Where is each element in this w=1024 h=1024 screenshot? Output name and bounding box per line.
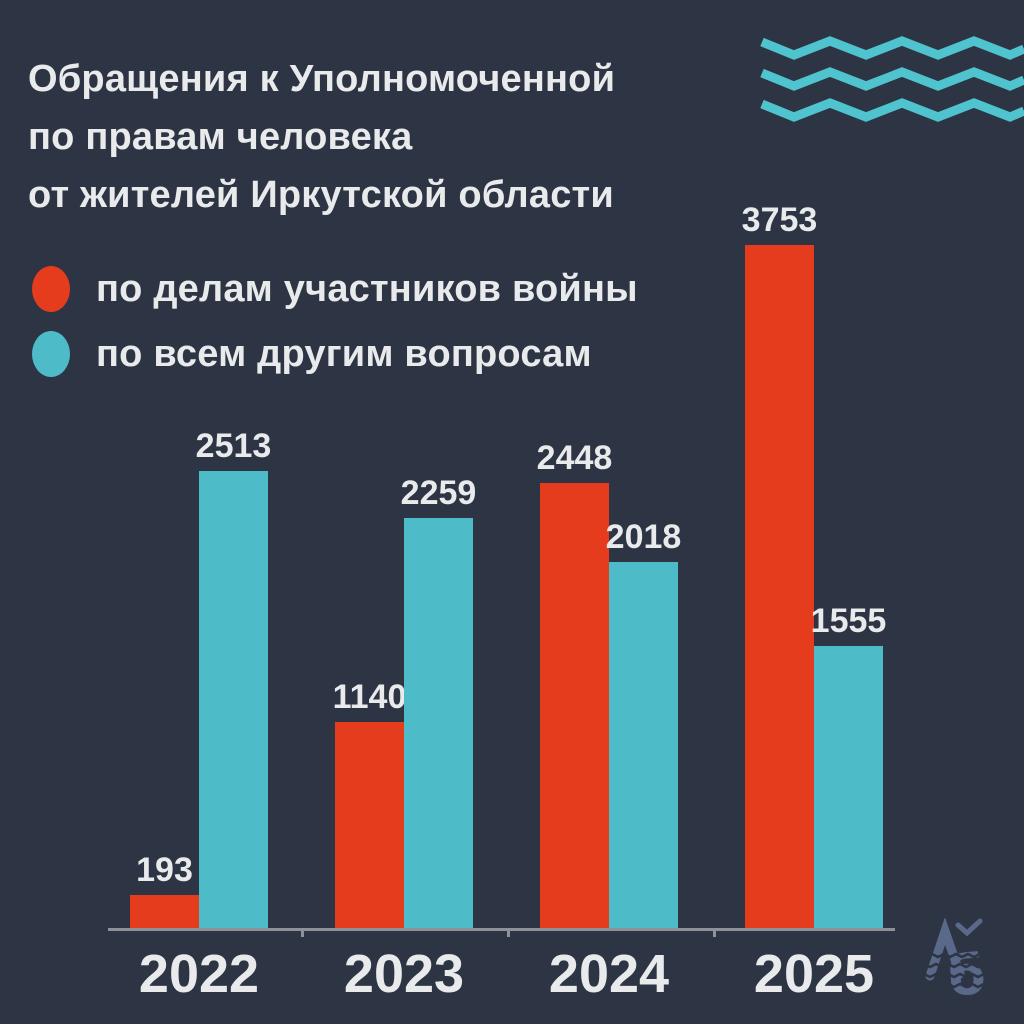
- bar-2023-series0: [335, 722, 404, 930]
- legend-dot-icon: [32, 266, 70, 312]
- x-axis-label-2022: 2022: [138, 944, 260, 1004]
- bar-2024-series1: [609, 562, 678, 930]
- x-axis-line: [108, 928, 895, 931]
- legend-dot-icon: [32, 331, 70, 377]
- bar-value-label: 2259: [400, 474, 477, 512]
- legend-item: по всем другим вопросам: [32, 331, 638, 377]
- waves-decoration-icon: [760, 36, 1024, 122]
- x-axis-label-2024: 2024: [548, 944, 670, 1004]
- bar-value-label: 1140: [332, 678, 407, 716]
- x-axis-tick: [507, 928, 510, 937]
- baikal-people-logo-icon: б: [923, 918, 997, 1004]
- bar-2023-series1: [404, 518, 473, 930]
- legend-label: по всем другим вопросам: [96, 332, 592, 375]
- x-axis-tick: [301, 928, 304, 937]
- x-axis-label-2025: 2025: [753, 944, 875, 1004]
- bar-2022-series1: [199, 471, 268, 930]
- bar-value-label: 1555: [810, 602, 887, 640]
- bar-2025-series0: [745, 245, 814, 930]
- bar-value-label: 2448: [536, 439, 613, 477]
- bar-value-label: 193: [136, 851, 193, 889]
- bar-value-label: 2018: [605, 518, 682, 556]
- legend-label: по делам участников войны: [96, 267, 638, 310]
- legend-item: по делам участников войны: [32, 266, 638, 312]
- x-axis-tick: [713, 928, 716, 937]
- chart-title: Обращения к Уполномоченной по правам чел…: [28, 58, 616, 216]
- bar-value-label: 3753: [741, 201, 818, 239]
- bar-value-label: 2513: [195, 427, 272, 465]
- x-axis-label-2023: 2023: [343, 944, 465, 1004]
- bar-2022-series0: [130, 895, 199, 930]
- legend: по делам участников войны по всем другим …: [32, 266, 638, 396]
- bar-2025-series1: [814, 646, 883, 930]
- bar-2024-series0: [540, 483, 609, 930]
